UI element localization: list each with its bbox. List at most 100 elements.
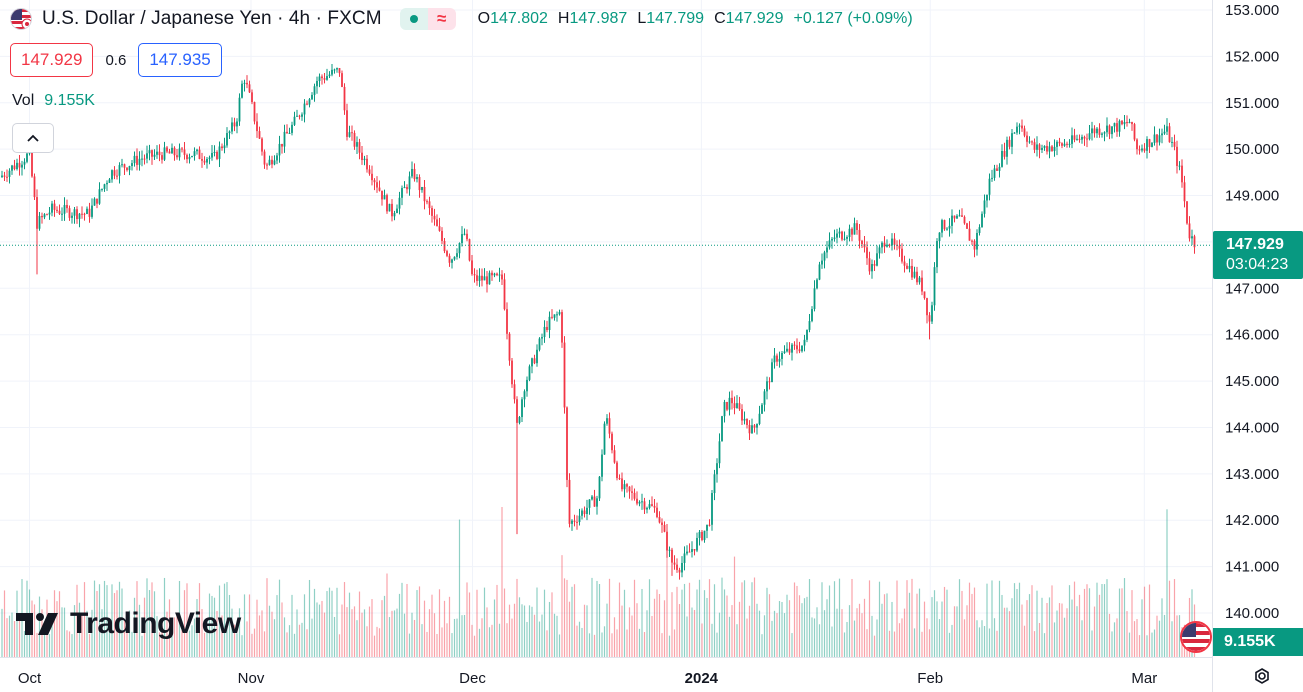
volume-bar [583, 604, 586, 657]
volume-bar [498, 623, 501, 657]
volume-bar [241, 635, 243, 657]
volume-bar [906, 580, 908, 657]
market-open-dot-icon[interactable] [399, 8, 428, 30]
volume-bar [938, 619, 941, 657]
volume-bar [368, 606, 371, 657]
volume-bar [946, 589, 948, 657]
volume-bar [281, 602, 283, 657]
volume-bar [353, 606, 356, 657]
candle-body [53, 203, 56, 210]
volume-bar [973, 587, 976, 657]
candle-body [218, 146, 221, 159]
price-tick-label: 152.000 [1225, 48, 1279, 65]
candle-body [46, 214, 48, 216]
volume-bar [706, 597, 708, 657]
candle-body [913, 271, 916, 278]
volume-bar [443, 600, 446, 657]
volume-bar [1033, 631, 1036, 657]
candle-body [821, 260, 823, 265]
candle-body [148, 150, 151, 154]
candle-body [213, 151, 216, 153]
volume-bar [158, 632, 161, 657]
low-label: L [637, 10, 647, 27]
candle-body [671, 549, 673, 563]
candle-body [681, 562, 683, 573]
candle-body [921, 277, 923, 292]
candle-body [518, 417, 521, 423]
candle-body [573, 520, 576, 522]
settings-gear-icon[interactable] [1250, 664, 1274, 688]
candle-body [801, 345, 803, 352]
us-flag-icon[interactable] [1180, 621, 1212, 653]
volume-bar [1111, 631, 1113, 657]
volume-bar [261, 610, 263, 657]
candle-body [576, 521, 578, 523]
candle-body [103, 184, 106, 189]
sell-button[interactable]: 147.929 [10, 43, 94, 77]
candle-body [1033, 142, 1036, 150]
volume-bar [271, 611, 273, 657]
volume-bar [893, 631, 896, 657]
candle-body [998, 166, 1001, 171]
volume-bar [293, 633, 296, 657]
candle-body [808, 321, 811, 330]
volume-bar [483, 587, 486, 657]
volume-bar [983, 626, 986, 657]
volume-bar [656, 589, 658, 657]
candle-body [3, 175, 6, 177]
price-tick-label: 150.000 [1225, 141, 1279, 158]
volume-bar [571, 586, 573, 657]
volume-bar [196, 599, 198, 657]
price-tick-label: 149.000 [1225, 188, 1279, 205]
candle-body [418, 177, 421, 191]
candle-body [793, 344, 796, 346]
candle-body [473, 274, 476, 276]
symbol-title[interactable]: U.S. Dollar / Japanese Yen · 4h · FXCM [42, 8, 382, 29]
candle-body [261, 138, 263, 152]
volume-bar [91, 609, 93, 657]
candle-body [381, 190, 383, 200]
time-tick-label: Dec [459, 670, 486, 687]
volume-bar [1096, 582, 1098, 657]
candle-body [113, 170, 116, 176]
volume-bar [631, 615, 633, 657]
delayed-data-icon[interactable]: ≈ [427, 8, 456, 30]
candle-body [583, 510, 586, 515]
volume-bar [1073, 581, 1076, 657]
volume-bar [551, 592, 553, 657]
volume-bar [258, 615, 261, 657]
status-pill[interactable]: ≈ [399, 8, 456, 30]
candle-body [628, 486, 631, 492]
candle-body [321, 76, 323, 79]
collapse-legend-button[interactable] [12, 123, 54, 153]
candle-body [898, 245, 901, 249]
candle-body [6, 176, 8, 178]
candle-body [63, 204, 66, 214]
candle-body [36, 197, 38, 229]
candle-body [993, 168, 996, 178]
volume-bar [413, 619, 416, 657]
volume-bar [1128, 632, 1131, 657]
volume-bar [388, 617, 391, 657]
volume-bar [996, 630, 998, 657]
volume-bar [966, 605, 968, 657]
tradingview-logo[interactable]: TradingView [16, 607, 241, 641]
bar-countdown: 03:04:23 [1226, 256, 1289, 273]
volume-label[interactable]: Vol [12, 92, 35, 109]
candle-body [1, 175, 3, 177]
candle-body [368, 169, 371, 174]
volume-bar [176, 613, 178, 657]
candle-body [186, 154, 188, 160]
volume-bar [1018, 582, 1021, 657]
candle-body [513, 384, 516, 400]
volume-bar [216, 611, 218, 657]
candle-body [893, 238, 896, 245]
volume-bar [408, 633, 411, 657]
volume-bar [191, 625, 193, 657]
volume-bar [611, 633, 613, 657]
volume-bar [546, 630, 548, 657]
volume-bar [738, 601, 741, 657]
buy-button[interactable]: 147.935 [138, 43, 222, 77]
volume-bar [298, 624, 301, 657]
